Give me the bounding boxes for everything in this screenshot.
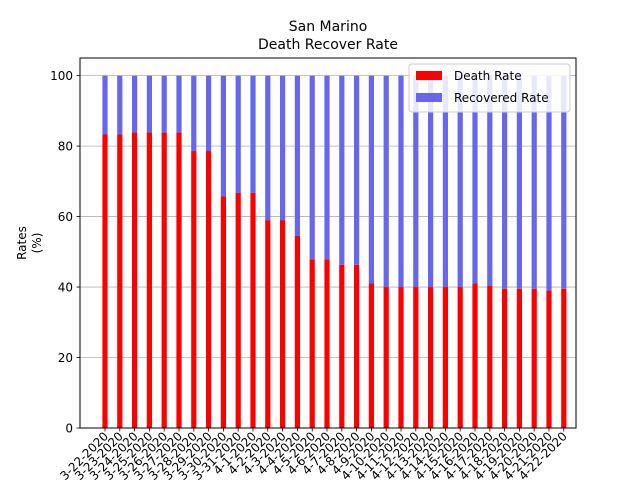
legend-label: Death Rate — [454, 69, 522, 83]
bar-recovered-rate — [442, 75, 448, 288]
bar-recovered-rate — [206, 75, 212, 152]
bar-death-rate — [531, 288, 537, 428]
bar-recovered-rate — [102, 75, 108, 135]
x-axis-ticks: 3-22-20203-23-20203-24-20203-25-20203-26… — [57, 428, 570, 483]
y-axis-label-line: (%) — [30, 233, 44, 254]
bar-death-rate — [250, 192, 256, 428]
bar-recovered-rate — [220, 75, 226, 197]
bar-recovered-rate — [516, 75, 522, 289]
bar-death-rate — [339, 264, 345, 428]
bar-recovered-rate — [339, 75, 345, 265]
bar-recovered-rate — [161, 75, 167, 133]
y-tick-label: 80 — [58, 140, 73, 154]
y-tick-label: 40 — [58, 281, 73, 295]
bar-death-rate — [472, 283, 478, 428]
bar-recovered-rate — [117, 75, 123, 135]
bar-death-rate — [502, 288, 508, 428]
bar-death-rate — [161, 132, 167, 428]
bar-death-rate — [368, 283, 374, 428]
bar-death-rate — [442, 287, 448, 428]
bar-recovered-rate — [132, 75, 138, 133]
y-axis-label-line: Rates — [15, 226, 29, 260]
legend-swatch — [416, 93, 442, 102]
bar-death-rate — [428, 287, 434, 428]
bar-recovered-rate — [428, 75, 434, 288]
bar-death-rate — [206, 151, 212, 428]
y-tick-label: 100 — [50, 69, 73, 83]
bar-death-rate — [146, 132, 152, 428]
bar-death-rate — [413, 287, 419, 428]
bar-recovered-rate — [191, 75, 197, 152]
plot-frame — [79, 57, 577, 429]
y-tick-label: 60 — [58, 210, 73, 224]
bar-recovered-rate — [487, 75, 493, 286]
bar-recovered-rate — [413, 75, 419, 288]
bar-death-rate — [383, 287, 389, 428]
legend: Death Rate Recovered Rate — [408, 63, 571, 113]
chart-subtitle: Death Recover Rate — [258, 37, 398, 53]
bar-recovered-rate — [176, 75, 182, 133]
bar-death-rate — [561, 288, 567, 428]
y-tick-label: 0 — [65, 422, 73, 436]
bar-death-rate — [457, 287, 463, 428]
bar-recovered-rate — [265, 75, 271, 221]
bar-death-rate — [280, 220, 286, 428]
bar-death-rate — [354, 264, 360, 428]
y-tick-label: 20 — [58, 351, 73, 365]
bar-death-rate — [117, 134, 123, 428]
bar-death-rate — [176, 132, 182, 428]
bar-recovered-rate — [294, 75, 300, 236]
bar-death-rate — [265, 220, 271, 428]
bar-death-rate — [294, 235, 300, 428]
bar-recovered-rate — [146, 75, 152, 133]
bar-recovered-rate — [398, 75, 404, 288]
bar-death-rate — [398, 287, 404, 428]
bar-death-rate — [324, 259, 330, 428]
bar-recovered-rate — [250, 75, 256, 193]
y-axis-ticks: 0 20 40 60 80 100 — [50, 69, 80, 436]
bar-recovered-rate — [457, 75, 463, 288]
bar-death-rate — [546, 290, 552, 428]
bar-recovered-rate — [280, 75, 286, 221]
bar-recovered-rate — [546, 75, 552, 291]
bar-recovered-rate — [531, 75, 537, 289]
bar-recovered-rate — [383, 75, 389, 288]
bar-recovered-rate — [354, 75, 360, 265]
bar-death-rate — [102, 134, 108, 428]
y-axis-label: Rates(%) — [15, 226, 44, 260]
bar-death-rate — [516, 288, 522, 428]
bar-recovered-rate — [561, 75, 567, 289]
bar-recovered-rate — [309, 75, 315, 260]
bar-death-rate — [235, 192, 241, 428]
bar-death-rate — [220, 196, 226, 428]
bar-recovered-rate — [472, 75, 478, 284]
legend-swatch — [416, 71, 442, 80]
bar-recovered-rate — [368, 75, 374, 284]
bar-death-rate — [191, 151, 197, 428]
legend-label: Recovered Rate — [454, 91, 549, 105]
bars — [102, 75, 567, 428]
chart-title: San Marino — [289, 19, 368, 35]
bar-recovered-rate — [235, 75, 241, 193]
bar-recovered-rate — [502, 75, 508, 289]
bar-death-rate — [132, 132, 138, 428]
bar-death-rate — [487, 285, 493, 428]
legend-box — [408, 63, 571, 113]
bar-recovered-rate — [324, 75, 330, 260]
bar-death-rate — [309, 259, 315, 428]
